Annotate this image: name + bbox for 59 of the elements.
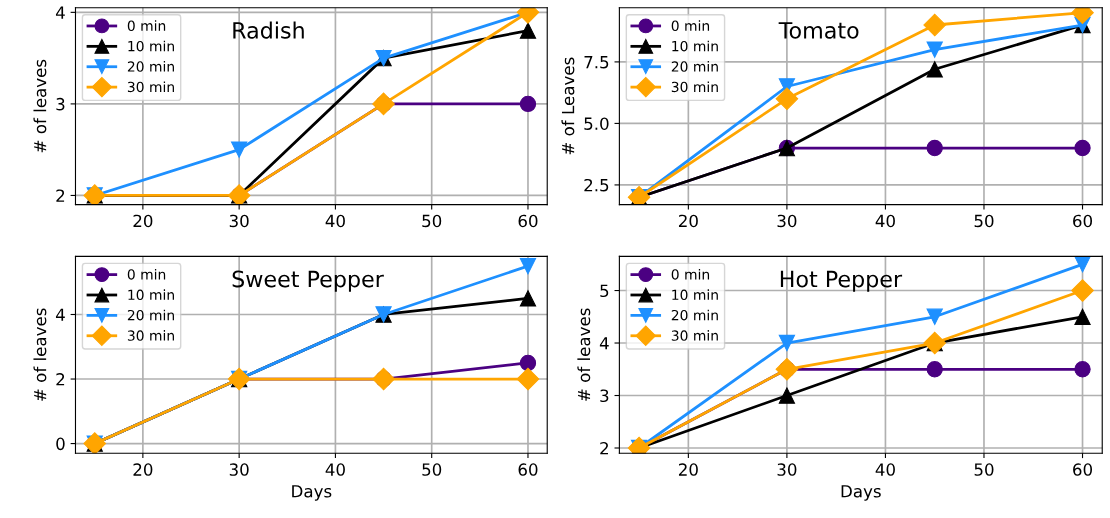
legend-label: 10 min [128,289,174,301]
x-tick-label: 40 [875,463,895,476]
x-tick-label: 20 [678,463,698,476]
y-tick-label: 5.0 [584,117,609,130]
legend-label: 0 min [127,20,166,32]
y-tick-label: 2 [56,189,65,202]
y-tick-label: 3 [600,389,609,403]
text: Hot Pepper [780,270,903,292]
x-tick-label: 20 [133,214,153,228]
x-tick-label: 50 [974,214,994,228]
y-tick-label: 4 [55,308,65,321]
x-tick-label: 20 [678,214,698,228]
x-tick-label: 60 [1073,463,1093,476]
legend-label: 30 min [127,81,174,93]
text: Radish [233,21,304,39]
legend-label: 10 min [128,40,174,52]
x-tick-label: 30 [229,463,249,476]
x-tick-label: 40 [325,463,345,476]
x-tick-label: 60 [518,463,538,476]
legend-label: 10 min [672,289,718,301]
x-tick-label: 60 [1073,214,1093,228]
y-tick-label: 0 [56,437,65,451]
y-tick-label: 2.5 [584,178,609,192]
x-tick-label: 50 [974,463,994,476]
y-axis-title: # of Leaves [561,57,575,155]
y-tick-label: 2 [600,441,608,455]
y-tick-label: 2 [56,372,65,386]
text: Sweet Pepper [232,270,384,292]
legend-label: 20 min [671,309,718,321]
x-tick-label: 40 [875,214,895,228]
legend-label: 20 min [127,61,174,72]
x-axis-title: Days [841,485,881,501]
legend-label: 0 min [127,268,166,280]
x-axis-title: Days [292,485,332,501]
y-axis-title: # of leaves [33,59,47,153]
legend-label: 30 min [127,330,174,341]
y-tick-label: 4 [599,337,609,350]
legend-label: 30 min [671,330,718,341]
legend-label: 20 min [127,309,174,321]
x-tick-label: 60 [518,214,538,228]
x-tick-label: 50 [422,214,442,228]
legend-label: 0 min [671,20,710,32]
x-tick-label: 30 [229,214,249,228]
y-tick-label: 4 [55,6,65,19]
y-axis-title: # of leaves [33,308,47,401]
x-tick-label: 20 [133,463,153,476]
legend-label: 10 min [672,40,718,52]
x-tick-label: 30 [777,214,797,228]
y-axis-title: # of leaves [577,308,591,401]
x-tick-label: 30 [777,463,797,476]
text: Tomato [778,22,859,39]
legend-label: 30 min [671,81,718,93]
x-tick-label: 50 [422,463,442,476]
y-tick-label: 5 [600,284,609,298]
legend-label: 20 min [671,61,718,72]
y-tick-label: 7.5 [584,56,609,69]
legend-label: 0 min [671,268,710,280]
y-tick-label: 3 [56,97,65,111]
x-tick-label: 40 [325,214,345,228]
